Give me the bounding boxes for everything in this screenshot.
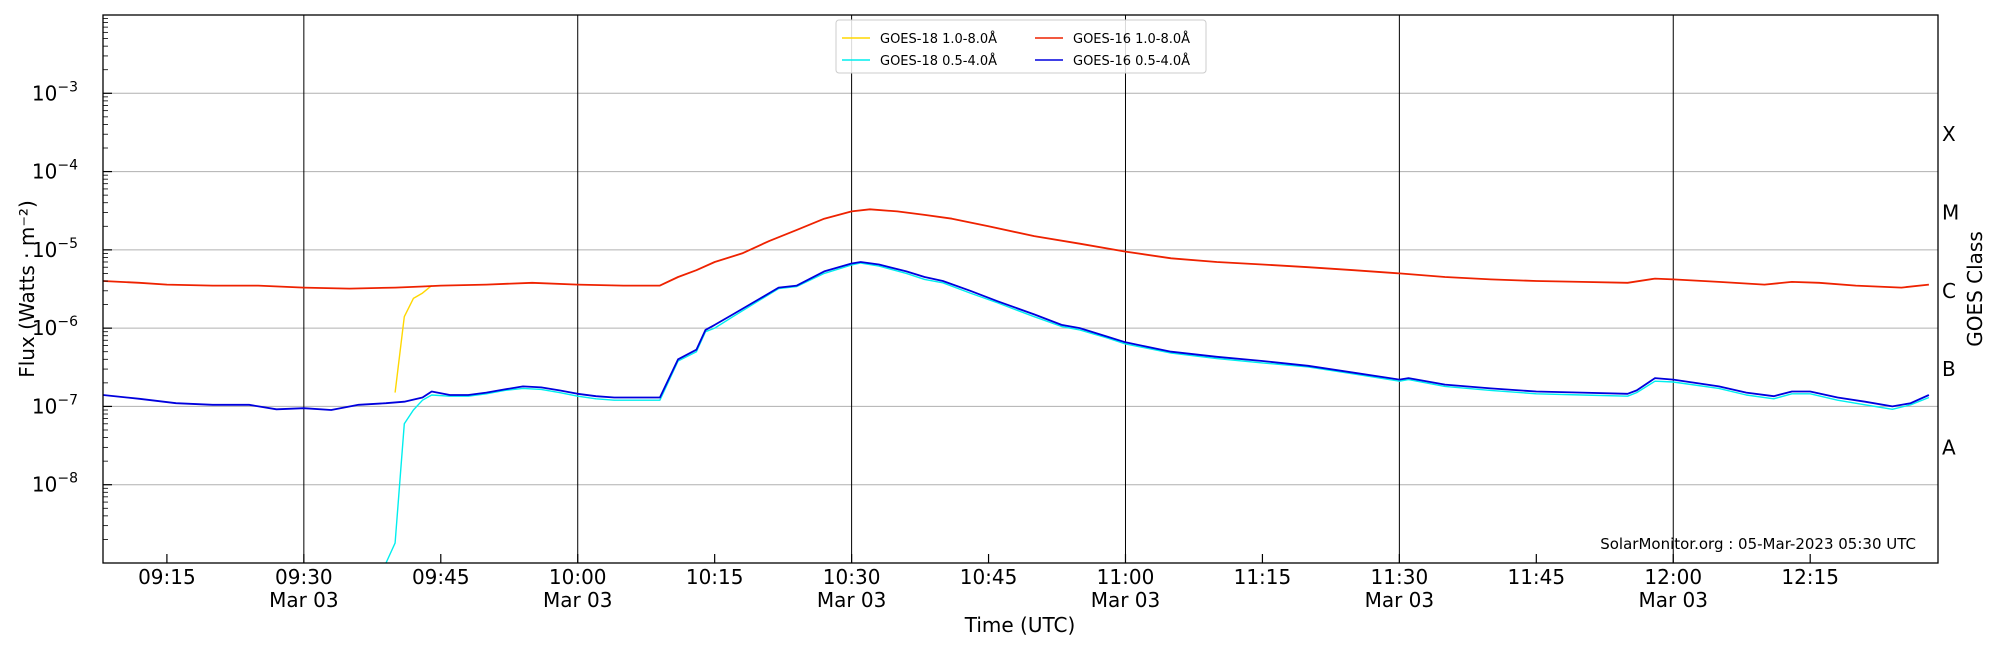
y-tick-label: 10−4: [32, 158, 78, 184]
x-tick-label: 12:00: [1644, 565, 1702, 589]
series-layer: [102, 208, 1930, 564]
goes-class-labels: A B C M X: [1942, 122, 1959, 459]
y-tick-base: 10: [32, 394, 57, 418]
plot-frame: [102, 14, 1939, 564]
x-tick-label: 10:30: [823, 565, 881, 589]
y-tick-exponent: −3: [57, 79, 78, 95]
y-tick-label: 10−6: [32, 314, 78, 340]
y-tick-base: 10: [32, 81, 57, 105]
x-tick-label: 12:15: [1781, 565, 1839, 589]
goes-class-label: M: [1942, 201, 1959, 225]
goes-class-label: B: [1942, 357, 1956, 381]
y-tick-exponent: −4: [57, 158, 78, 174]
y-tick-label: 10−7: [32, 392, 78, 418]
x-tick-label: 09:45: [412, 565, 470, 589]
y-tick-base: 10: [32, 238, 57, 262]
y-tick-exponent: −5: [57, 236, 78, 252]
x-tick-date: Mar 03: [269, 588, 339, 612]
x-tick-label: 10:15: [686, 565, 744, 589]
legend-entry: GOES-18 1.0-8.0Å: [880, 31, 997, 47]
goes-class-label: C: [1942, 279, 1956, 303]
y-tick-base: 10: [32, 473, 57, 497]
legend-entry: GOES-16 1.0-8.0Å: [1073, 31, 1190, 47]
x-tick-date: Mar 03: [817, 588, 887, 612]
y-axis-title: Flux (Watts · m⁻²): [15, 200, 39, 378]
grid-layer: [103, 15, 1938, 563]
x-tick-label: 09:15: [138, 565, 196, 589]
y-tick-base: 10: [32, 160, 57, 184]
x-tick-date: Mar 03: [1091, 588, 1161, 612]
legend-entry: GOES-16 0.5-4.0Å: [1073, 53, 1190, 69]
x-tick-label: 11:00: [1097, 565, 1155, 589]
y-tick-exponent: −8: [57, 471, 78, 487]
watermark: SolarMonitor.org : 05-Mar-2023 05:30 UTC: [1600, 535, 1916, 553]
x-tick-label: 11:30: [1371, 565, 1429, 589]
y-tick-label: 10−8: [32, 471, 78, 497]
series-line: [385, 262, 1930, 564]
x-tick-label: 10:00: [549, 565, 607, 589]
right-axis-title: GOES Class: [1963, 231, 1987, 347]
x-tick-label: 09:30: [275, 565, 333, 589]
legend-entry: GOES-18 0.5-4.0Å: [880, 53, 997, 69]
legend: GOES-18 1.0-8.0Å GOES-18 0.5-4.0Å GOES-16 …: [835, 19, 1207, 74]
y-tick-label: 10−3: [32, 79, 78, 105]
series-line: [394, 285, 433, 393]
x-tick-date: Mar 03: [543, 588, 613, 612]
x-tick-label: 11:45: [1507, 565, 1565, 589]
series-line: [102, 208, 1929, 290]
y-tick-label: 10−5: [32, 236, 78, 262]
x-tick-date: Mar 03: [1365, 588, 1435, 612]
x-tick-label: 11:15: [1234, 565, 1292, 589]
y-tick-exponent: −6: [57, 314, 78, 330]
series-line: [102, 261, 1930, 411]
legend-box: [835, 19, 1207, 74]
x-tick-label: 10:45: [960, 565, 1018, 589]
x-tick-date: Mar 03: [1638, 588, 1708, 612]
y-tick-base: 10: [32, 316, 57, 340]
goes-class-label: X: [1942, 122, 1956, 146]
goes-class-label: A: [1942, 435, 1956, 459]
y-tick-exponent: −7: [57, 392, 78, 408]
x-axis-title: Time (UTC): [964, 613, 1076, 637]
